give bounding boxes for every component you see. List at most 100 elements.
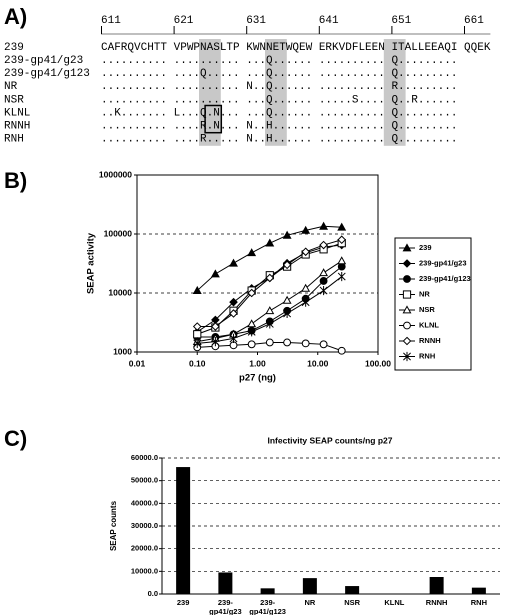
data-point	[301, 225, 311, 234]
x-tick-label: 10.00	[307, 358, 329, 368]
data-point	[247, 340, 256, 349]
row-sequence: .......... .......... ...Q...... .......…	[101, 55, 457, 67]
data-point	[319, 221, 329, 230]
highlight-box	[204, 104, 223, 134]
y-tick-label: 30000.0	[131, 521, 158, 530]
x-tick-label: NR	[304, 598, 316, 607]
legend-marker	[402, 259, 412, 268]
bar	[429, 577, 444, 594]
legend-label: 239-gp41/g23	[419, 258, 467, 267]
y-axis-label: SEAP counts	[109, 500, 118, 551]
x-tick-label: NSR	[344, 598, 361, 607]
data-point	[265, 338, 274, 347]
row-name: NSR	[4, 94, 24, 106]
x-tick-label: 0.10	[189, 358, 206, 368]
legend-marker	[402, 336, 412, 346]
y-tick-label: 100000	[104, 228, 133, 238]
legend-marker	[402, 290, 412, 299]
data-point	[337, 271, 346, 282]
x-tick-label: RNH	[470, 598, 487, 607]
data-point	[229, 309, 238, 318]
y-tick-label: 1000000	[99, 169, 132, 179]
y-tick-label: 1000	[113, 346, 132, 356]
row-sequence: .......... ....Q..... ...Q...... .......…	[101, 68, 457, 80]
legend-marker	[403, 321, 411, 330]
legend-label: KLNL	[419, 320, 439, 329]
y-tick-label: 60000.0	[131, 453, 158, 462]
x-tick-label: 239-gp41/g123	[249, 598, 286, 615]
row-name: 239-gp41/g23	[4, 55, 83, 67]
data-point	[337, 346, 346, 355]
row-sequence: ..K....... L...Q.N... ...Q...... .......…	[101, 107, 457, 119]
row-name: KLNL	[4, 107, 30, 119]
data-point	[193, 338, 202, 348]
chart-title: Infectivity SEAP counts/ng p27	[267, 435, 392, 445]
data-point	[301, 297, 310, 307]
legend-marker	[403, 351, 411, 362]
x-tick-label: 0.01	[129, 358, 146, 368]
data-point	[337, 222, 347, 231]
legend-label: NR	[419, 289, 430, 298]
legend-label: RNNH	[419, 336, 441, 345]
panel-label: C)	[4, 426, 27, 451]
y-tick-label: 40000.0	[131, 498, 158, 507]
x-tick-label: 239-gp41/g23	[209, 598, 242, 615]
data-point	[265, 306, 275, 315]
data-point	[229, 333, 238, 344]
bar	[176, 467, 191, 594]
bar	[260, 588, 275, 594]
shaded-column	[383, 39, 406, 146]
data-point	[282, 295, 292, 304]
bar	[345, 586, 360, 594]
data-point	[210, 269, 220, 278]
data-point	[247, 288, 256, 298]
position-label: 641	[319, 15, 339, 27]
panel-label: B)	[4, 168, 27, 193]
row-sequence: .......... .......... N..Q...... .......…	[101, 81, 457, 93]
row-name: RNNH	[4, 121, 30, 133]
legend-label: 239-gp41/g123	[419, 274, 471, 283]
legend-marker	[402, 243, 412, 252]
position-label: 611	[101, 15, 121, 27]
data-point	[337, 235, 347, 245]
data-point	[301, 339, 310, 348]
data-point	[211, 322, 220, 331]
data-point	[229, 297, 238, 307]
bar	[218, 572, 233, 594]
row-name: 239	[4, 42, 24, 54]
data-point	[283, 308, 292, 319]
row-name: 239-gp41/g123	[4, 68, 90, 80]
y-tick-label: 20000.0	[131, 544, 158, 553]
data-point	[337, 256, 347, 265]
x-tick-label: KLNL	[384, 598, 405, 607]
legend-label: NSR	[419, 305, 435, 314]
x-tick-label: 100.00	[365, 358, 391, 368]
y-tick-label: 0.0	[148, 589, 158, 598]
row-name: RNH	[4, 134, 24, 146]
position-label: 651	[391, 15, 411, 27]
y-tick-label: 10000	[108, 287, 132, 297]
position-label: 621	[174, 15, 194, 27]
data-point	[301, 283, 311, 292]
data-point	[319, 277, 328, 285]
legend-marker	[402, 305, 412, 314]
position-label: 661	[464, 15, 484, 27]
panel-label: A)	[4, 4, 27, 29]
y-tick-label: 50000.0	[131, 476, 158, 485]
data-point	[193, 330, 202, 339]
y-axis-label: SEAP activity	[86, 232, 97, 294]
data-point	[319, 285, 328, 296]
data-point	[192, 285, 202, 294]
row-sequence: .......... .......... ...Q...... .....S.…	[101, 94, 457, 106]
x-axis-label: p27 (ng)	[239, 373, 276, 384]
data-point	[247, 327, 256, 337]
x-tick-label: RNNH	[425, 598, 448, 607]
data-point	[283, 338, 292, 347]
data-point	[247, 319, 257, 328]
legend-label: 239	[419, 243, 432, 252]
data-point	[192, 322, 202, 331]
data-point	[229, 258, 238, 267]
data-point	[301, 247, 310, 257]
data-point	[265, 238, 275, 247]
